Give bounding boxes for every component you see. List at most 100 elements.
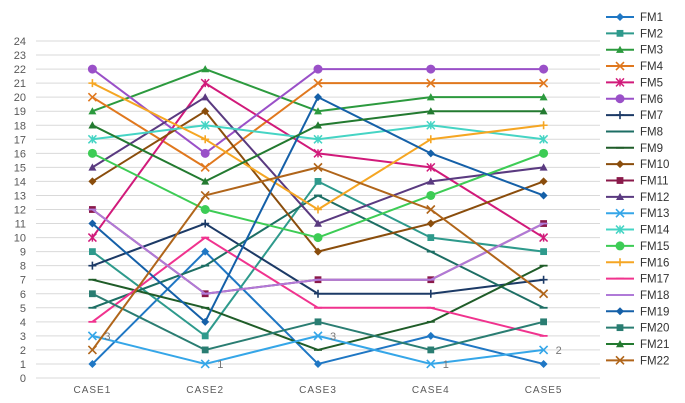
data-point — [426, 64, 436, 74]
data-point — [200, 148, 210, 158]
data-point — [539, 64, 549, 74]
y-tick-label: 5 — [20, 303, 26, 315]
legend-label: FM13 — [640, 208, 669, 220]
data-point — [427, 346, 435, 354]
data-point — [313, 331, 323, 341]
data-point — [426, 331, 435, 340]
series-fm3 — [88, 65, 548, 115]
series-fm10 — [88, 107, 548, 256]
legend-label: FM20 — [640, 323, 669, 335]
legend-label: FM4 — [640, 61, 664, 73]
legend-label: FM14 — [640, 225, 670, 237]
data-point — [200, 359, 210, 369]
data-point — [539, 289, 549, 299]
data-point — [87, 148, 97, 158]
legend-label: FM1 — [640, 12, 663, 24]
legend-item-fm17: FM17 — [606, 274, 669, 286]
y-tick-label: 7 — [20, 275, 26, 287]
legend-marker — [615, 61, 625, 71]
data-point — [539, 78, 549, 88]
data-point — [426, 107, 435, 115]
y-tick-label: 16 — [14, 148, 26, 160]
data-point — [539, 359, 548, 368]
legend-label: FM12 — [640, 192, 669, 204]
legend-label: FM15 — [640, 241, 669, 253]
data-point — [88, 79, 97, 88]
y-tick-label: 23 — [14, 50, 26, 62]
data-point — [88, 219, 97, 228]
data-point — [314, 289, 322, 298]
y-tick-label: 24 — [14, 36, 26, 48]
data-point — [426, 289, 435, 298]
data-point — [313, 233, 323, 243]
data-point — [314, 93, 322, 102]
y-tick-label: 19 — [14, 106, 26, 118]
data-point — [426, 359, 436, 369]
data-point — [200, 162, 210, 172]
data-label: 2 — [556, 345, 562, 357]
legend-label: FM2 — [640, 28, 663, 40]
legend-label: FM3 — [640, 45, 663, 57]
legend-item-fm12: FM12 — [606, 192, 669, 204]
data-point — [201, 135, 210, 144]
legend-item-fm2: FM2 — [606, 28, 663, 40]
y-tick-label: 18 — [14, 120, 26, 132]
legend: FM1 FM2 FM3 FM4 FM5 FM6 FM7 FM8 FM9 FM10 FM11 FM12 F… — [606, 12, 670, 367]
legend-item-fm20: FM20 — [606, 323, 669, 335]
data-point — [539, 163, 548, 171]
series-line — [91, 82, 545, 239]
legend-label: FM16 — [640, 257, 669, 269]
data-point — [87, 331, 97, 341]
data-point — [539, 107, 548, 115]
data-point — [426, 135, 435, 144]
data-point — [87, 92, 97, 102]
data-point — [201, 219, 210, 228]
data-point — [88, 163, 97, 171]
data-point — [426, 190, 436, 200]
legend-label: FM6 — [640, 94, 663, 106]
data-point — [314, 359, 322, 368]
legend-item-fm22: FM22 — [606, 355, 669, 367]
legend-marker — [616, 111, 624, 120]
legend-label: FM22 — [640, 355, 669, 367]
data-point — [539, 121, 548, 130]
data-point — [87, 134, 97, 144]
data-point — [313, 134, 323, 144]
legend-marker — [615, 225, 625, 235]
y-tick-label: 10 — [14, 233, 26, 245]
data-point — [426, 149, 435, 158]
y-tick-label: 12 — [14, 205, 26, 217]
y-tick-label: 21 — [14, 78, 26, 90]
data-point — [313, 148, 323, 158]
data-point — [87, 345, 97, 355]
data-point — [88, 107, 97, 115]
data-point — [201, 247, 210, 256]
data-point — [313, 78, 323, 88]
legend-item-fm19: FM19 — [606, 306, 669, 318]
series-fm15 — [87, 148, 549, 243]
y-tick-label: 11 — [15, 219, 26, 231]
data-label: 1 — [443, 359, 449, 371]
data-point — [314, 318, 322, 326]
data-point — [201, 93, 210, 101]
series-fm2 — [89, 178, 547, 340]
x-tick-label: CASE4 — [412, 385, 450, 396]
legend-item-fm16: FM16 — [606, 257, 669, 269]
data-point — [426, 177, 435, 185]
y-tick-label: 14 — [14, 176, 26, 188]
y-tick-label: 6 — [20, 289, 26, 301]
data-point — [426, 120, 436, 130]
series-fm14 — [87, 120, 549, 144]
legend-item-fm5: FM5 — [606, 77, 663, 89]
legend-marker — [616, 177, 624, 184]
series-fm9 — [88, 264, 548, 351]
data-point — [89, 290, 96, 298]
x-tick-label: CASE1 — [74, 385, 112, 396]
series-fm21 — [88, 107, 548, 185]
y-tick-label: 8 — [20, 261, 26, 273]
legend-label: FM21 — [640, 339, 669, 351]
data-point — [200, 205, 210, 214]
data-point — [426, 219, 435, 228]
data-point — [539, 134, 549, 144]
